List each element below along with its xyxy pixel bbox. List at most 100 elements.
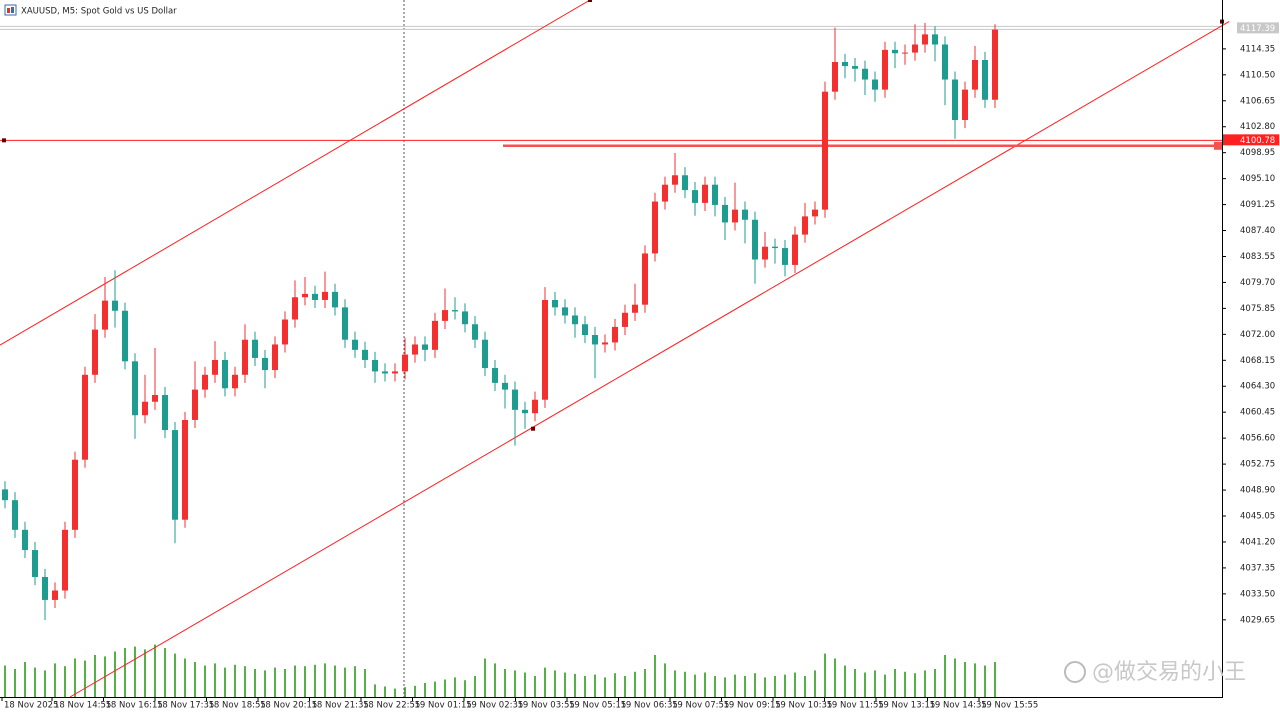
y-tick-label: 4060.45 [1240,408,1275,418]
candle-body [132,361,138,416]
candle-body [392,371,398,374]
candle-body [432,320,438,350]
volume-bar [694,674,696,697]
trendline-anchor [588,0,592,2]
candle-body [762,246,768,260]
volume-bar [274,667,276,697]
volume-bar [594,674,596,697]
volume-bar [704,672,706,697]
volume-bar [854,669,856,697]
x-tick-label: 19 Nov 10:35 [775,701,832,711]
volume-bar [874,670,876,697]
candle-body [202,374,208,390]
candle-body [192,389,198,420]
y-tick-label: 4091.25 [1240,200,1275,210]
volume-bar [424,683,426,697]
y-tick-label: 4072.00 [1240,330,1275,340]
volume-bar [94,655,96,697]
volume-bar [194,662,196,697]
candle-body [12,500,18,530]
candle-body [702,184,708,203]
volume-bar [904,671,906,697]
candle-body [582,324,588,336]
volume-bar [944,655,946,697]
candle-body [512,389,518,410]
trendline [69,21,1230,698]
volume-bar [754,673,756,697]
candle-body [222,359,228,389]
candle-body [972,59,978,90]
volume-bar [364,669,366,697]
volume-bar [264,670,266,697]
candle-body [452,310,458,312]
level-label-bg [1223,134,1279,146]
volume-bar [574,673,576,697]
y-tick-label: 4095.10 [1240,174,1275,184]
candle-body [242,339,248,375]
x-tick-label: 19 Nov 01:15 [415,701,472,711]
candle-body [792,234,798,265]
volume-bar [144,649,146,697]
candle-body [652,201,658,254]
volume-bar [914,673,916,697]
volume-bar [934,669,936,697]
volume-bar [174,653,176,697]
volume-bar [314,664,316,697]
volume-bar [54,663,56,697]
volume-bar [514,670,516,697]
candle-body [462,311,468,325]
volume-bar [204,665,206,697]
candle-body [122,310,128,362]
candle-body [262,357,268,371]
volume-bar [344,667,346,697]
volume-bar [254,669,256,697]
volume-bar [44,670,46,697]
volume-bar [504,669,506,697]
y-tick-label: 4075.85 [1240,304,1275,314]
candle-body [522,409,528,414]
volume-bar [474,676,476,697]
candle-body [552,299,558,308]
volume-bar [74,658,76,697]
x-tick-label: 18 Nov 14:55 [54,701,111,711]
volume-bar [974,663,976,697]
volume-bar [714,676,716,697]
y-tick-label: 4041.20 [1240,537,1275,547]
volume-bar [484,658,486,697]
candle-body [502,382,508,390]
volume-bar [644,669,646,697]
volume-bar [634,671,636,697]
x-tick-label: 18 Nov 22:55 [363,701,420,711]
candle-body [982,59,988,100]
candle-body [592,335,598,345]
candle-body [562,307,568,316]
candle-body [472,324,478,340]
y-tick-label: 4098.95 [1240,148,1275,158]
candle-body [712,184,718,205]
candle-body [922,34,928,45]
candle-body [642,253,648,305]
volume-bar [4,665,6,697]
trendline-anchor [531,426,535,431]
volume-bar [734,674,736,697]
candle-body [722,204,728,223]
volume-bar [214,663,216,697]
volume-bar [464,680,466,697]
candle-body [302,293,308,298]
volume-bar [984,665,986,697]
candle-body [932,34,938,45]
y-tick-label: 4087.40 [1240,226,1275,236]
volume-bar [294,665,296,697]
candle-body [752,219,758,260]
chart-icon [4,4,17,16]
volume-bar [124,648,126,697]
candle-body [52,590,58,600]
candle-body [482,339,488,369]
volume-bar [834,658,836,697]
x-tick-label: 19 Nov 07:55 [672,701,729,711]
y-tick-label: 4033.50 [1240,589,1275,599]
candle-body [952,79,958,120]
bid-label: 4117.39 [1240,24,1275,34]
candle-body [322,291,328,300]
